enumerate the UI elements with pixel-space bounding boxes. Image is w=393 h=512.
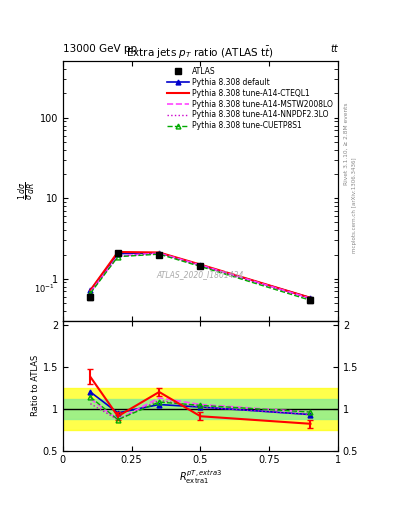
Text: $10^{-1}$: $10^{-1}$ — [34, 283, 55, 295]
Bar — [63, 399, 338, 419]
Bar — [63, 388, 338, 430]
Text: mcplots.cern.ch [arXiv:1306.3436]: mcplots.cern.ch [arXiv:1306.3436] — [352, 157, 357, 252]
Y-axis label: Ratio to ATLAS: Ratio to ATLAS — [31, 355, 40, 416]
Title: Extra jets $p_T$ ratio (ATLAS t$\bar{t}$): Extra jets $p_T$ ratio (ATLAS t$\bar{t}$… — [127, 45, 274, 61]
Text: tt: tt — [330, 44, 338, 54]
Y-axis label: $\frac{1}{\sigma}\frac{d\sigma}{dR}$: $\frac{1}{\sigma}\frac{d\sigma}{dR}$ — [17, 182, 38, 201]
X-axis label: $R_{\rm extra1}^{pT,extra3}$: $R_{\rm extra1}^{pT,extra3}$ — [179, 468, 222, 486]
Text: ATLAS_2020_I1801434: ATLAS_2020_I1801434 — [157, 270, 244, 279]
Text: Rivet 3.1.10, ≥ 2.8M events: Rivet 3.1.10, ≥ 2.8M events — [344, 102, 349, 185]
Text: 13000 GeV pp: 13000 GeV pp — [63, 44, 137, 54]
Legend: ATLAS, Pythia 8.308 default, Pythia 8.308 tune-A14-CTEQL1, Pythia 8.308 tune-A14: ATLAS, Pythia 8.308 default, Pythia 8.30… — [164, 63, 336, 134]
